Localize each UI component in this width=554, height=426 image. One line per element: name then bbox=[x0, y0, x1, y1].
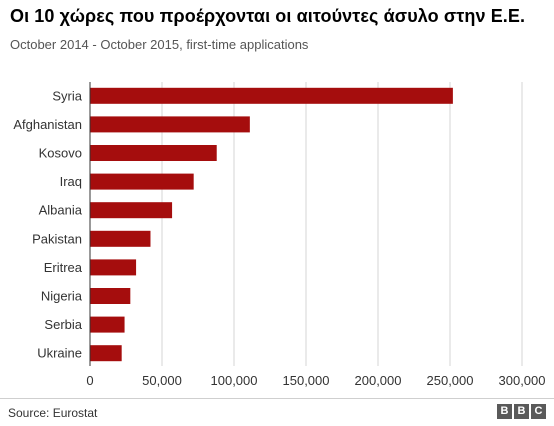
category-label: Serbia bbox=[44, 317, 82, 332]
bar-chart: Syria Afghanistan Kosovo Iraq Albania Pakista… bbox=[13, 82, 546, 388]
chart-subtitle: October 2014 - October 2015, first-time … bbox=[10, 37, 309, 52]
chart-title: Οι 10 χώρες που προέρχονται οι αιτούντες… bbox=[10, 6, 526, 26]
bar-syria bbox=[90, 87, 453, 104]
bbc-logo-letter: B bbox=[497, 404, 512, 419]
bbc-logo-letter: B bbox=[514, 404, 529, 419]
category-labels: Syria Afghanistan Kosovo Iraq Albania Pakista… bbox=[13, 88, 82, 360]
bbc-logo: B B C bbox=[497, 404, 546, 419]
x-tick-label: 0 bbox=[86, 373, 93, 388]
bar-afghanistan bbox=[90, 116, 250, 133]
bar-kosovo bbox=[90, 145, 217, 161]
x-tick-label: 150,000 bbox=[283, 373, 330, 388]
bar-albania bbox=[90, 202, 173, 219]
category-label: Eritrea bbox=[44, 260, 83, 275]
bar-ukraine bbox=[90, 345, 122, 362]
bar-pakistan bbox=[90, 230, 151, 247]
x-tick-label: 300,000 bbox=[499, 373, 546, 388]
bar-serbia bbox=[90, 316, 125, 333]
category-label: Albania bbox=[39, 203, 83, 218]
bar-nigeria bbox=[90, 288, 131, 304]
x-tick-label: 250,000 bbox=[427, 373, 474, 388]
category-label: Ukraine bbox=[37, 346, 82, 361]
x-tick-label: 200,000 bbox=[355, 373, 402, 388]
x-axis-ticks: 0 50,000 100,000 150,000 200,000 250,000 300,0… bbox=[86, 373, 545, 388]
category-label: Afghanistan bbox=[13, 117, 82, 132]
source-note: Source: Eurostat bbox=[8, 406, 98, 420]
bars bbox=[90, 87, 453, 362]
bbc-logo-letter: C bbox=[531, 404, 546, 419]
category-label: Pakistan bbox=[32, 231, 82, 246]
bar-iraq bbox=[90, 173, 194, 190]
footer-divider bbox=[0, 398, 554, 399]
category-label: Kosovo bbox=[39, 146, 82, 161]
x-tick-label: 50,000 bbox=[142, 373, 182, 388]
x-tick-label: 100,000 bbox=[211, 373, 258, 388]
category-label: Syria bbox=[52, 88, 82, 103]
category-label: Nigeria bbox=[41, 289, 83, 304]
bar-eritrea bbox=[90, 259, 137, 276]
category-label: Iraq bbox=[60, 174, 82, 189]
